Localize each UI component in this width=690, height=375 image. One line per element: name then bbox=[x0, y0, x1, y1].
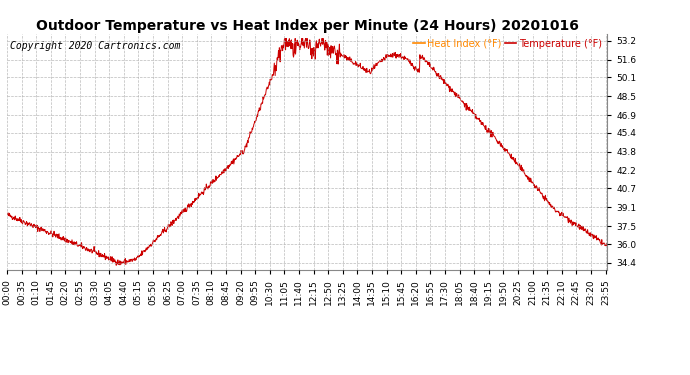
Legend: Heat Index (°F), Temperature (°F): Heat Index (°F), Temperature (°F) bbox=[413, 39, 602, 49]
Text: Copyright 2020 Cartronics.com: Copyright 2020 Cartronics.com bbox=[10, 41, 180, 51]
Title: Outdoor Temperature vs Heat Index per Minute (24 Hours) 20201016: Outdoor Temperature vs Heat Index per Mi… bbox=[36, 19, 578, 33]
